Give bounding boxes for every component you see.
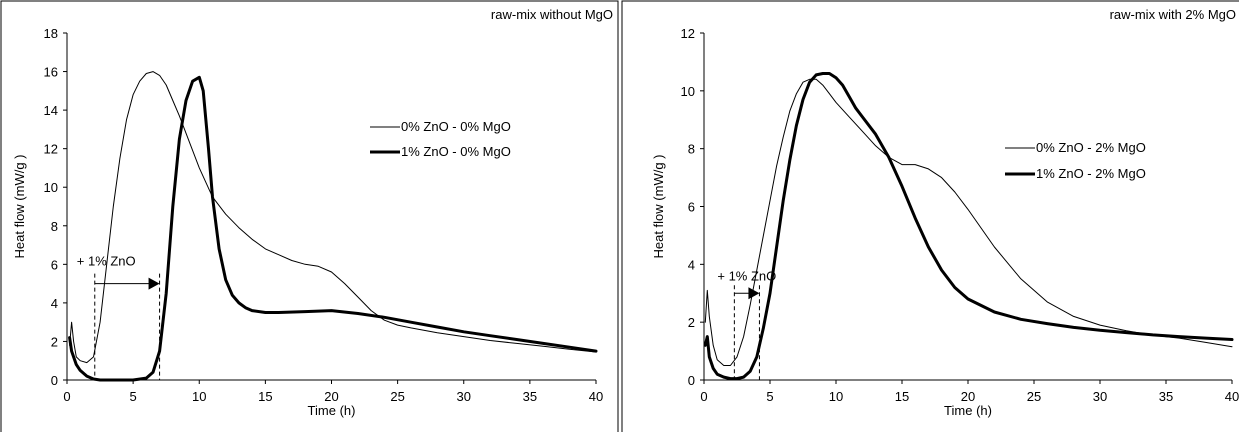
series-line-2 xyxy=(703,72,1234,381)
x-tick-label: 35 xyxy=(523,389,537,404)
y-tick-label: 12 xyxy=(681,26,695,41)
x-tick-label: 15 xyxy=(895,389,909,404)
chart-panel-left: 0 2 4 6 8 10 12 14 16 18 0 5 10 15 20 25 30 35 40 0% ZnO - … xyxy=(0,0,619,432)
chart-frame xyxy=(621,0,1239,432)
legend-label-1: 0% ZnO - 0% MgO xyxy=(401,119,511,134)
y-tick-label: 2 xyxy=(51,334,58,349)
y-tick-label: 2 xyxy=(688,315,695,330)
shift-annotation: + 1% ZnO xyxy=(77,254,136,269)
y-tick-label: 10 xyxy=(44,180,58,195)
x-tick-label: 10 xyxy=(192,389,206,404)
series-line-1 xyxy=(704,78,1233,366)
x-axis-label: Time (h) xyxy=(944,403,992,418)
y-tick-label: 18 xyxy=(44,26,58,41)
y-tick-label: 0 xyxy=(51,373,58,388)
y-tick-label: 16 xyxy=(44,65,58,80)
shift-arrowhead xyxy=(748,287,760,300)
x-tick-label: 20 xyxy=(961,389,975,404)
y-tick-label: 6 xyxy=(51,257,58,272)
y-axis-label: Heat flow (mW/g ) xyxy=(651,154,666,258)
series-line-2 xyxy=(68,75,598,382)
y-tick-label: 8 xyxy=(51,219,58,234)
x-tick-label: 0 xyxy=(63,389,70,404)
x-tick-label: 15 xyxy=(258,389,272,404)
y-tick-label: 4 xyxy=(688,257,695,272)
y-tick-label: 14 xyxy=(44,103,58,118)
chart-frame xyxy=(0,0,619,432)
chart-panel-right: 0 2 4 6 8 10 12 0 5 10 15 20 25 30 35 40 0% ZnO - 2% MgO… xyxy=(621,0,1239,432)
legend-label-1: 0% ZnO - 2% MgO xyxy=(1036,140,1146,155)
x-tick-label: 30 xyxy=(1093,389,1107,404)
x-tick-label: 25 xyxy=(390,389,404,404)
y-tick-label: 10 xyxy=(681,84,695,99)
legend-label-2: 1% ZnO - 2% MgO xyxy=(1036,166,1146,181)
x-tick-label: 5 xyxy=(766,389,773,404)
y-axis-label: Heat flow (mW/g ) xyxy=(12,154,27,258)
legend-label-2: 1% ZnO - 0% MgO xyxy=(401,144,511,159)
y-tick-label: 0 xyxy=(688,373,695,388)
x-tick-label: 20 xyxy=(324,389,338,404)
shift-annotation: + 1% ZnO xyxy=(717,268,776,283)
x-tick-label: 0 xyxy=(700,389,707,404)
y-tick-label: 8 xyxy=(688,142,695,157)
x-tick-label: 35 xyxy=(1159,389,1173,404)
shift-arrowhead xyxy=(148,277,160,290)
y-tick-label: 6 xyxy=(688,200,695,215)
y-tick-label: 12 xyxy=(44,142,58,157)
x-tick-label: 30 xyxy=(457,389,471,404)
x-tick-label: 40 xyxy=(1225,389,1239,404)
x-tick-label: 25 xyxy=(1027,389,1041,404)
x-tick-label: 40 xyxy=(589,389,603,404)
x-tick-label: 10 xyxy=(829,389,843,404)
x-tick-label: 5 xyxy=(130,389,137,404)
chart-annotation: raw-mix with 2% MgO xyxy=(1110,7,1236,22)
y-tick-label: 4 xyxy=(51,296,58,311)
x-axis-label: Time (h) xyxy=(308,403,356,418)
chart-annotation: raw-mix without MgO xyxy=(491,7,613,22)
